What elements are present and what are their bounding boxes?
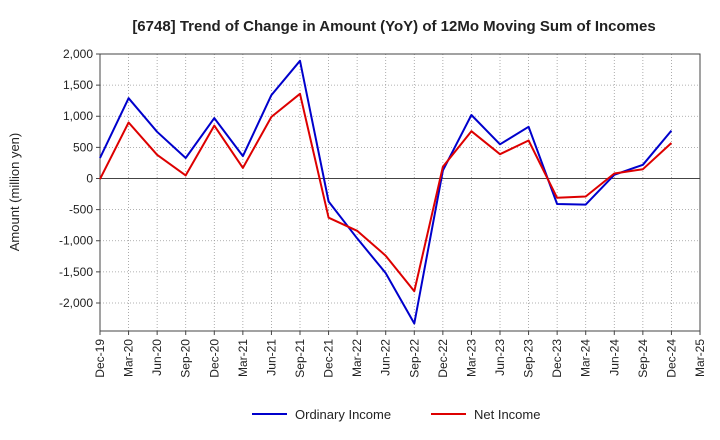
legend-label: Ordinary Income: [295, 407, 391, 422]
x-tick-label: Mar-22: [350, 339, 364, 377]
x-tick-label: Jun-22: [379, 339, 393, 376]
x-tick-label: Sep-24: [636, 339, 650, 378]
x-tick-label: Sep-23: [522, 339, 536, 378]
y-tick-label: -500: [69, 203, 93, 217]
legend-label: Net Income: [474, 407, 540, 422]
y-tick-label: -2,000: [59, 296, 93, 310]
x-tick-label: Jun-20: [150, 339, 164, 376]
x-axis-ticks: Dec-19 Mar-20 Jun-20 Sep-20 Dec-20 Mar-21 Jun-…: [93, 331, 707, 378]
y-axis-ticks: 2,000 1,500 1,000 500 0 -500 -1,000 -1,500 -2,00…: [59, 47, 100, 310]
x-tick-label: Mar-20: [122, 339, 136, 377]
y-tick-label: 500: [73, 140, 93, 154]
x-tick-label: Sep-21: [293, 339, 307, 378]
x-tick-label: Jun-23: [493, 339, 507, 376]
y-tick-label: 1,000: [63, 109, 93, 123]
x-tick-label: Mar-25: [693, 339, 707, 377]
x-tick-label: Dec-22: [436, 339, 450, 378]
x-tick-label: Jun-21: [264, 339, 278, 376]
x-tick-label: Mar-21: [236, 339, 250, 377]
y-axis-label: Amount (million yen): [7, 133, 22, 252]
x-tick-label: Sep-22: [407, 339, 421, 378]
y-tick-label: 2,000: [63, 47, 93, 61]
y-tick-label: 0: [86, 171, 93, 185]
plot-frame: [99, 53, 701, 332]
x-tick-label: Jun-24: [607, 339, 621, 376]
y-tick-label: -1,000: [59, 234, 93, 248]
y-tick-label: 1,500: [63, 78, 93, 92]
x-tick-label: Dec-21: [322, 339, 336, 378]
y-tick-label: -1,500: [59, 265, 93, 279]
series-lines: [99, 59, 673, 325]
x-tick-label: Mar-24: [579, 339, 593, 377]
x-tick-label: Sep-20: [179, 339, 193, 378]
x-tick-label: Dec-23: [550, 339, 564, 378]
x-tick-label: Dec-19: [93, 339, 107, 378]
chart-title: [6748] Trend of Change in Amount (YoY) o…: [132, 18, 655, 35]
series-line-ordinary-income: [99, 59, 673, 325]
series-line-net-income: [99, 92, 673, 293]
x-tick-label: Dec-24: [664, 339, 678, 378]
x-tick-label: Mar-23: [464, 339, 478, 377]
x-tick-label: Dec-20: [207, 339, 221, 378]
grid: [100, 53, 700, 331]
legend: Ordinary Income Net Income: [252, 407, 540, 422]
